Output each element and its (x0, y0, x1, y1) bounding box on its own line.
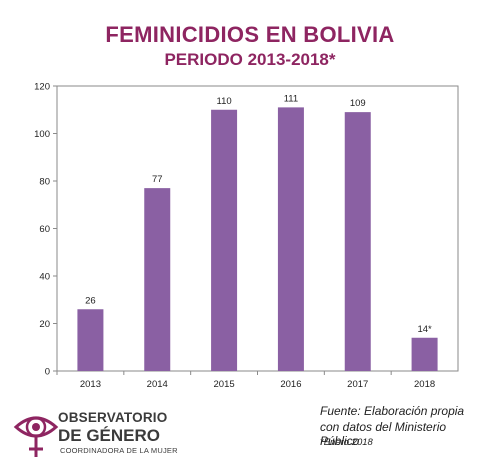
eye-venus-icon (13, 416, 59, 457)
x-tick-label: 2016 (280, 379, 301, 390)
x-tick-label: 2013 (80, 379, 101, 390)
logo-line-3: COORDINADORA DE LA MUJER (60, 446, 178, 455)
data-label-2014: 77 (152, 174, 163, 185)
logo-line-2: DE GÉNERO (58, 426, 161, 445)
bar-2015 (211, 109, 238, 371)
data-label-2015: 110 (217, 96, 232, 107)
x-tick-label: 2017 (347, 379, 368, 390)
bar-2013 (77, 309, 104, 371)
y-tick-label: 0 (45, 367, 50, 378)
y-tick-label: 60 (39, 224, 50, 235)
chart-subtitle: PERIODO 2013-2018* (164, 50, 336, 69)
x-tick-label: 2018 (414, 379, 435, 390)
source-line-2: con datos del Ministerio Público (320, 420, 447, 448)
data-label-2013: 26 (85, 295, 96, 306)
data-label-2018: 14* (417, 324, 432, 335)
bar-2018 (411, 337, 438, 371)
plot-frame (56, 85, 459, 372)
y-tick-label: 40 (39, 272, 50, 283)
bar-2014 (144, 188, 171, 371)
x-tick-label: 2015 (214, 379, 235, 390)
bar-chart: 0 20 40 60 80 100 120 26 2013 77 2014 110 2015 111 201… (34, 82, 459, 390)
chart-title: FEMINICIDIOS EN BOLIVIA (105, 22, 395, 47)
y-tick-label: 80 (39, 177, 50, 188)
y-tick-label: 100 (34, 129, 50, 140)
data-label-2017: 109 (350, 98, 366, 109)
source-line-1: Fuente: Elaboración propia (320, 404, 465, 418)
source-footnote: *Enero 2018 (320, 437, 373, 448)
bar-2017 (344, 112, 371, 371)
data-label-2016: 111 (284, 93, 298, 104)
y-tick-label: 20 (39, 319, 50, 330)
bar-2016 (277, 107, 304, 371)
logo-line-1: OBSERVATORIO (58, 410, 168, 425)
y-tick-label: 120 (34, 82, 50, 93)
observatorio-logo (13, 416, 59, 457)
x-tick-label: 2014 (147, 379, 168, 390)
